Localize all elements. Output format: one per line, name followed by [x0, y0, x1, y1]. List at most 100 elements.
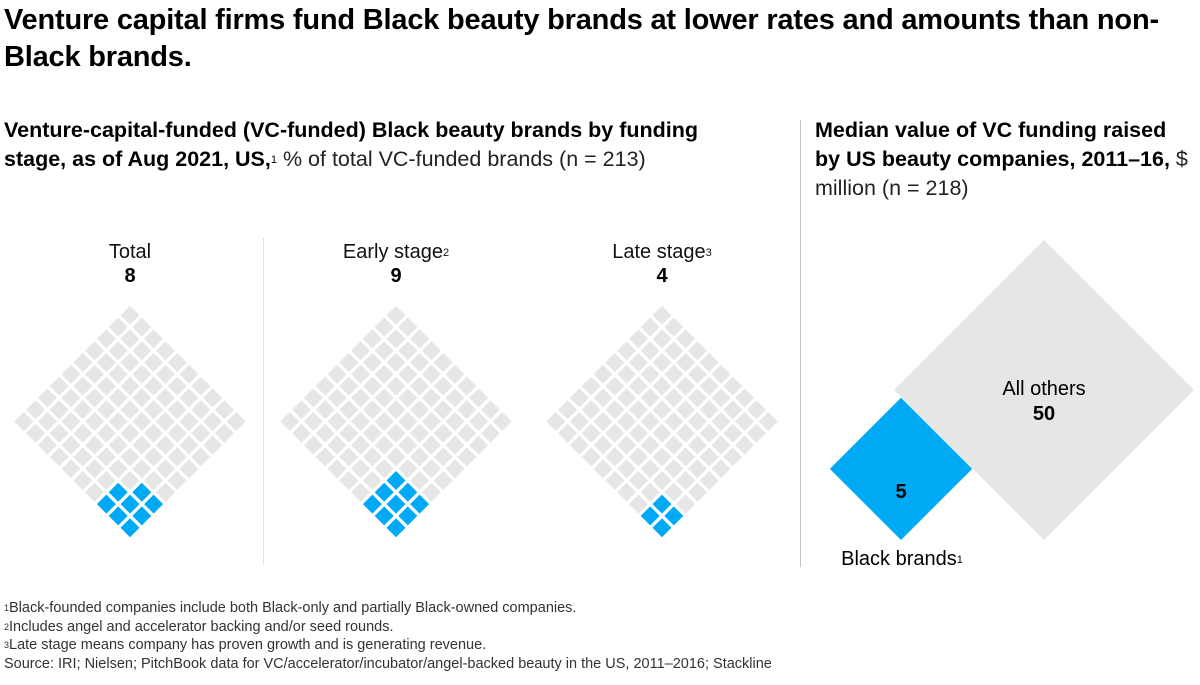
waffle-cell — [120, 376, 140, 396]
waffle-cell — [61, 388, 81, 408]
waffle-cell — [617, 364, 637, 384]
waffle-cell — [640, 482, 660, 502]
waffle-cell — [676, 353, 696, 372]
waffle-cell — [457, 447, 477, 467]
waffle-value: 8 — [124, 265, 136, 287]
waffle-cell — [410, 447, 430, 467]
waffle-cell-highlighted — [386, 471, 406, 490]
waffle-cell — [73, 447, 93, 467]
waffle-cell — [362, 329, 382, 349]
all-others-label: All others — [1002, 378, 1086, 400]
waffle-cell — [676, 329, 696, 349]
waffle-cell — [421, 341, 441, 361]
black-brands-value: 5 — [895, 481, 907, 503]
waffle-cell — [640, 412, 660, 431]
waffle-cell — [617, 388, 637, 408]
waffle-cell — [96, 423, 116, 443]
waffle-cell — [339, 400, 359, 420]
waffle-cell — [144, 447, 164, 467]
waffle-cell — [398, 341, 418, 361]
waffle-cell — [469, 435, 489, 455]
waffle-cell — [303, 412, 323, 431]
waffle-cell — [49, 423, 69, 443]
waffle-cell — [96, 329, 116, 349]
waffle-cell — [640, 459, 660, 479]
waffle-cell — [711, 364, 731, 384]
waffle-cell — [628, 423, 648, 443]
waffle-cell — [303, 388, 323, 408]
waffle-header-late-stage: Late stage3 4 — [542, 240, 782, 288]
waffle-cell — [640, 435, 660, 455]
waffle-cell — [61, 435, 81, 455]
waffle-cell-highlighted — [108, 482, 128, 502]
waffle-cell — [61, 459, 81, 479]
waffle-cell — [410, 400, 430, 420]
waffle-cell — [96, 400, 116, 420]
waffle-cell — [480, 400, 500, 420]
waffle-cell — [155, 435, 175, 455]
waffle-cell — [687, 412, 707, 431]
waffle-cell — [445, 364, 465, 384]
waffle-header-early-stage: Early stage2 9 — [276, 240, 516, 288]
waffle-cell — [628, 376, 648, 396]
waffle-cell — [374, 317, 394, 337]
waffle-cell — [410, 423, 430, 443]
waffle-cell — [699, 353, 719, 372]
waffle-cell-highlighted — [398, 482, 418, 502]
waffle-cell — [85, 364, 105, 384]
waffle-cell — [546, 412, 566, 431]
waffle-cell — [445, 412, 465, 431]
waffle-cell — [85, 435, 105, 455]
waffle-cell — [605, 400, 625, 420]
black-brands-label: Black brands1 — [841, 548, 963, 570]
waffle-cell — [132, 459, 152, 479]
waffle-cell — [96, 353, 116, 372]
waffle-cell — [144, 376, 164, 396]
waffle-cell — [398, 317, 418, 337]
waffle-cell — [640, 388, 660, 408]
waffle-cell — [628, 400, 648, 420]
waffle-cell — [73, 400, 93, 420]
waffle-cell — [605, 353, 625, 372]
waffle-cell — [167, 376, 187, 396]
chart-title: Venture capital firms fund Black beauty … — [4, 4, 1159, 73]
waffle-cell — [652, 471, 672, 490]
waffle-cell — [85, 482, 105, 502]
waffle-cell — [652, 329, 672, 349]
waffle-cell — [445, 388, 465, 408]
waffle-value: 9 — [390, 265, 402, 287]
waffle-cell — [386, 376, 406, 396]
waffle-cell — [386, 447, 406, 467]
waffle-cell — [226, 412, 246, 431]
waffle-label: Late stage3 — [612, 241, 712, 263]
waffle-cell — [421, 459, 441, 479]
waffle-cell — [179, 388, 199, 408]
right-subtitle-regular: $ million (n = 218) — [815, 147, 1188, 200]
left-subtitle-regular: % of total VC-funded brands (n = 213) — [276, 147, 646, 171]
waffle-cell — [664, 364, 684, 384]
waffle-value: 4 — [656, 265, 668, 287]
footnote-1: 1Black-founded companies include both Bl… — [4, 600, 577, 616]
waffle-cell — [61, 364, 81, 384]
waffle-cell — [26, 423, 46, 443]
waffle-cell — [723, 400, 743, 420]
waffle-late-stage — [546, 305, 778, 538]
waffle-cell-highlighted — [96, 494, 116, 514]
waffle-cell — [746, 400, 766, 420]
waffle-cell — [664, 341, 684, 361]
waffle-cell — [37, 435, 57, 455]
waffle-cell — [203, 412, 223, 431]
waffle-divider — [263, 238, 264, 565]
waffle-cell — [132, 341, 152, 361]
waffle-cell — [386, 400, 406, 420]
waffle-cell — [457, 376, 477, 396]
waffle-cell — [687, 482, 707, 502]
waffle-cell — [351, 459, 371, 479]
waffle-cell — [569, 435, 589, 455]
waffle-cell — [617, 435, 637, 455]
waffle-cell — [664, 412, 684, 431]
waffle-cell — [191, 376, 211, 396]
waffle-cell — [374, 435, 394, 455]
waffle-cell — [687, 388, 707, 408]
waffle-cell — [132, 388, 152, 408]
